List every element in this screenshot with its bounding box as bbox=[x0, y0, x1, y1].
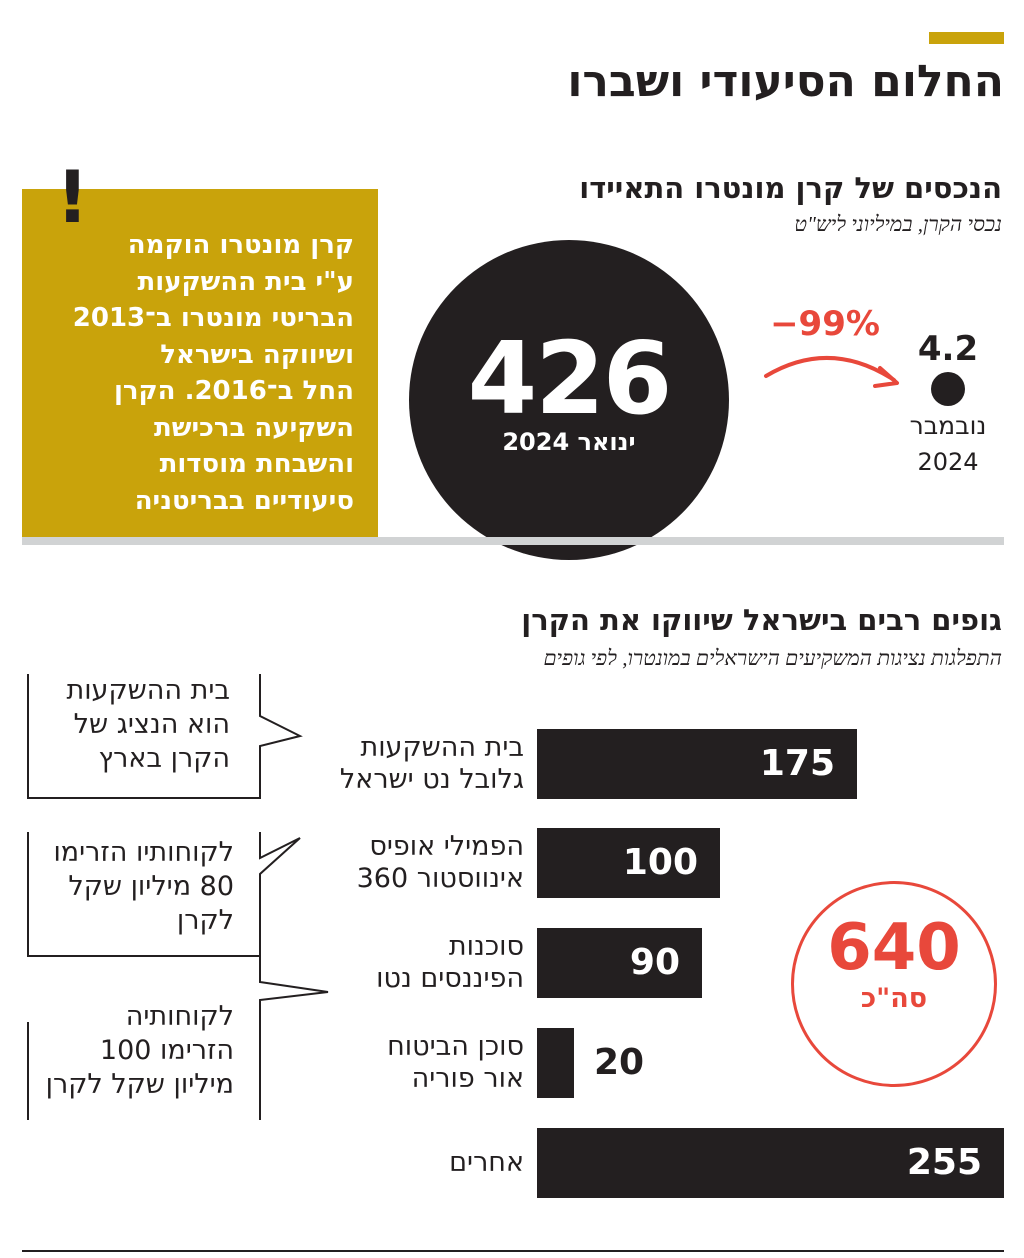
info-line: הבריטי מונטרו ב־2013 bbox=[72, 303, 354, 333]
bar-value-label: 20 bbox=[594, 1042, 645, 1083]
bar-category-line: אינווסטור 360 bbox=[356, 863, 524, 894]
exclamation-icon: ! bbox=[56, 155, 89, 239]
callout-3: לקוחותיה הזרימו 100 מיליון שקל לקרן bbox=[0, 1000, 234, 1102]
bar-value-label: 90 bbox=[629, 942, 680, 983]
bar bbox=[537, 1128, 1004, 1198]
section-divider bbox=[22, 537, 1004, 545]
assets-jan-date: ינואר 2024 bbox=[502, 428, 636, 456]
info-line: החל ב־2016. הקרן bbox=[113, 376, 354, 406]
callout-line: לקוחותיו הזרימו bbox=[53, 837, 234, 868]
callout-line: לקוחותיה bbox=[125, 1001, 234, 1032]
bar-category-label: סוכנות הפיננסים נטו bbox=[264, 931, 524, 995]
callout-1: בית ההשקעות הוא הנציג של הקרן בארץ bbox=[10, 674, 230, 776]
info-box-text: קרן מונטרו הוקמה ע"י בית ההשקעות הבריטי … bbox=[34, 227, 354, 519]
callout-line: מיליון שקל לקרן bbox=[45, 1069, 234, 1100]
change-percent-label: −99% bbox=[770, 304, 880, 344]
bar-value-label: 100 bbox=[622, 842, 698, 883]
bar-category-line: הפיננסים נטו bbox=[376, 963, 524, 994]
callout-line: 80 מיליון שקל bbox=[68, 871, 234, 902]
bar-category-line: סוכנות bbox=[448, 931, 524, 962]
assets-nov-year: 2024 bbox=[917, 448, 979, 476]
total-value: 640 bbox=[827, 911, 961, 985]
section2-title: גופים רבים בישראל שיווקו את הקרן bbox=[521, 603, 1002, 637]
bar-category-line: סוכן הביטוח bbox=[387, 1031, 524, 1062]
bar-value-label: 175 bbox=[759, 743, 835, 784]
bar-category-label: סוכן הביטוח אור פוריה bbox=[264, 1031, 524, 1095]
curved-arrow-icon bbox=[764, 356, 899, 388]
total-label: סה"כ bbox=[860, 983, 928, 1014]
info-box: ! קרן מונטרו הוקמה ע"י בית ההשקעות הבריט… bbox=[22, 161, 378, 537]
section1-title: הנכסים של קרן מונטרו התאיידו bbox=[579, 171, 1002, 205]
bottom-rule bbox=[22, 1250, 1004, 1252]
bar-category-line: הפמילי אופיס bbox=[369, 831, 524, 862]
bar bbox=[537, 928, 702, 998]
callout-line: לקרן bbox=[176, 905, 234, 936]
bar-category-line: גלובל נט ישראל bbox=[339, 764, 524, 795]
title-accent-bar bbox=[929, 32, 1004, 44]
info-line: סיעודיים בבריטניה bbox=[134, 485, 354, 516]
bar-category-line: בית ההשקעות bbox=[360, 732, 524, 763]
bar bbox=[537, 828, 720, 898]
assets-nov-circle bbox=[931, 372, 965, 406]
bar bbox=[537, 1028, 574, 1098]
callout-line: הזרימו 100 bbox=[99, 1035, 234, 1066]
callout-line: בית ההשקעות bbox=[66, 675, 230, 706]
bar bbox=[537, 729, 857, 799]
bar-category-label: אחרים bbox=[264, 1147, 524, 1179]
page-title: החלום הסיעודי ושברו bbox=[567, 56, 1004, 107]
info-line: קרן מונטרו הוקמה bbox=[127, 230, 354, 260]
bar-category-line: אור פוריה bbox=[411, 1063, 524, 1094]
bar-category-line: אחרים bbox=[449, 1147, 524, 1178]
callout-2: לקוחותיו הזרימו 80 מיליון שקל לקרן bbox=[14, 836, 234, 938]
info-line: והשבחת מוסדות bbox=[159, 449, 354, 479]
bar-value-label: 255 bbox=[906, 1142, 982, 1183]
info-line: השקיעה ברכישת bbox=[154, 412, 354, 443]
callout-line: הוא הנציג של bbox=[73, 709, 230, 740]
info-line: ושיווקה בישראל bbox=[160, 339, 354, 370]
assets-nov-value: 4.2 bbox=[917, 329, 979, 369]
assets-jan-circle: 426 ינואר 2024 bbox=[409, 240, 729, 560]
section1-subtitle: נכסי הקרן, במיליוני ליש"ט bbox=[794, 212, 1002, 236]
callout-line: הקרן בארץ bbox=[98, 743, 230, 774]
assets-jan-value: 426 bbox=[467, 320, 673, 437]
callout-brackets bbox=[27, 674, 329, 1120]
bar-category-label: הפמילי אופיס אינווסטור 360 bbox=[264, 831, 524, 895]
section2-subtitle: התפלגות נציגות המשקיעים הישראלים במונטרו… bbox=[543, 646, 1002, 670]
info-line: ע"י בית ההשקעות bbox=[137, 266, 354, 297]
bar-category-label: בית ההשקעות גלובל נט ישראל bbox=[264, 732, 524, 796]
total-circle: 640 סה"כ bbox=[791, 881, 997, 1087]
assets-nov-month: נובמבר bbox=[909, 411, 987, 440]
